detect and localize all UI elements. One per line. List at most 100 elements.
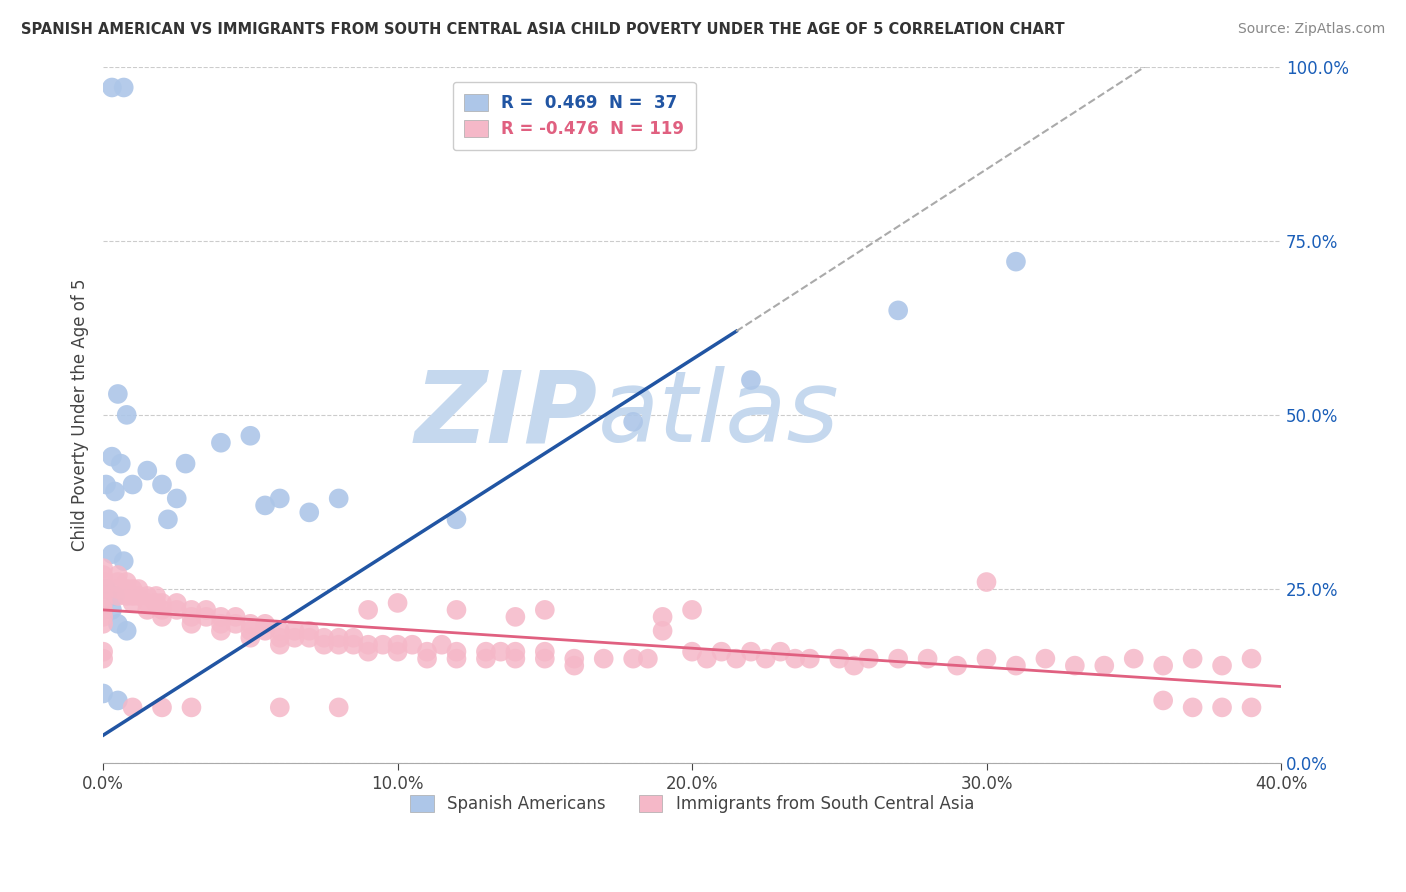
Point <box>269 624 291 638</box>
Point <box>145 589 167 603</box>
Point <box>110 519 132 533</box>
Point <box>115 575 138 590</box>
Point <box>637 651 659 665</box>
Point <box>107 693 129 707</box>
Text: SPANISH AMERICAN VS IMMIGRANTS FROM SOUTH CENTRAL ASIA CHILD POVERTY UNDER THE A: SPANISH AMERICAN VS IMMIGRANTS FROM SOUT… <box>21 22 1064 37</box>
Point <box>710 645 733 659</box>
Y-axis label: Child Poverty Under the Age of 5: Child Poverty Under the Age of 5 <box>72 278 89 551</box>
Point <box>101 80 124 95</box>
Point <box>505 645 527 659</box>
Point <box>842 658 865 673</box>
Text: ZIP: ZIP <box>415 367 598 463</box>
Point <box>342 638 364 652</box>
Point <box>225 610 247 624</box>
Point <box>740 645 762 659</box>
Point <box>101 450 124 464</box>
Point <box>156 512 179 526</box>
Text: atlas: atlas <box>598 367 839 463</box>
Point <box>621 415 644 429</box>
Point <box>533 645 555 659</box>
Point <box>269 700 291 714</box>
Point <box>91 596 114 610</box>
Point <box>740 373 762 387</box>
Point <box>489 645 512 659</box>
Point <box>621 651 644 665</box>
Point <box>107 589 129 603</box>
Point <box>121 589 143 603</box>
Point <box>342 631 364 645</box>
Point <box>94 477 117 491</box>
Point <box>475 651 498 665</box>
Point <box>127 589 149 603</box>
Point <box>209 610 232 624</box>
Point <box>254 616 277 631</box>
Point <box>136 464 159 478</box>
Point <box>446 603 468 617</box>
Point <box>357 638 380 652</box>
Point <box>298 631 321 645</box>
Point <box>416 645 439 659</box>
Point <box>387 596 409 610</box>
Point <box>180 700 202 714</box>
Point <box>209 624 232 638</box>
Point <box>91 561 114 575</box>
Point <box>976 575 998 590</box>
Point <box>91 686 114 700</box>
Point <box>887 651 910 665</box>
Point <box>357 645 380 659</box>
Point <box>145 596 167 610</box>
Point <box>681 645 703 659</box>
Point <box>696 651 718 665</box>
Point <box>91 568 114 582</box>
Point <box>651 610 673 624</box>
Point <box>1181 700 1204 714</box>
Point <box>166 596 188 610</box>
Point <box>1063 658 1085 673</box>
Point <box>298 624 321 638</box>
Text: Source: ZipAtlas.com: Source: ZipAtlas.com <box>1237 22 1385 37</box>
Point <box>828 651 851 665</box>
Point <box>328 491 350 506</box>
Point <box>150 596 173 610</box>
Point <box>269 638 291 652</box>
Point <box>150 700 173 714</box>
Point <box>225 616 247 631</box>
Point <box>180 603 202 617</box>
Point <box>328 700 350 714</box>
Point <box>91 603 114 617</box>
Point <box>1240 700 1263 714</box>
Point <box>239 631 262 645</box>
Point <box>107 387 129 401</box>
Point <box>887 303 910 318</box>
Point <box>269 491 291 506</box>
Point <box>91 610 114 624</box>
Point <box>505 610 527 624</box>
Point <box>312 631 335 645</box>
Point <box>446 651 468 665</box>
Point <box>562 651 585 665</box>
Point <box>1211 658 1233 673</box>
Point <box>976 651 998 665</box>
Point <box>150 610 173 624</box>
Point <box>166 491 188 506</box>
Point <box>283 624 305 638</box>
Point <box>387 645 409 659</box>
Point <box>112 80 135 95</box>
Point <box>104 484 127 499</box>
Point <box>254 624 277 638</box>
Point <box>755 651 778 665</box>
Point <box>562 658 585 673</box>
Point <box>121 477 143 491</box>
Point <box>858 651 880 665</box>
Point <box>1181 651 1204 665</box>
Point <box>121 582 143 596</box>
Point <box>110 457 132 471</box>
Point <box>681 603 703 617</box>
Point <box>91 582 114 596</box>
Point <box>180 616 202 631</box>
Point <box>94 582 117 596</box>
Point <box>136 596 159 610</box>
Point <box>592 651 614 665</box>
Point <box>121 700 143 714</box>
Point <box>785 651 807 665</box>
